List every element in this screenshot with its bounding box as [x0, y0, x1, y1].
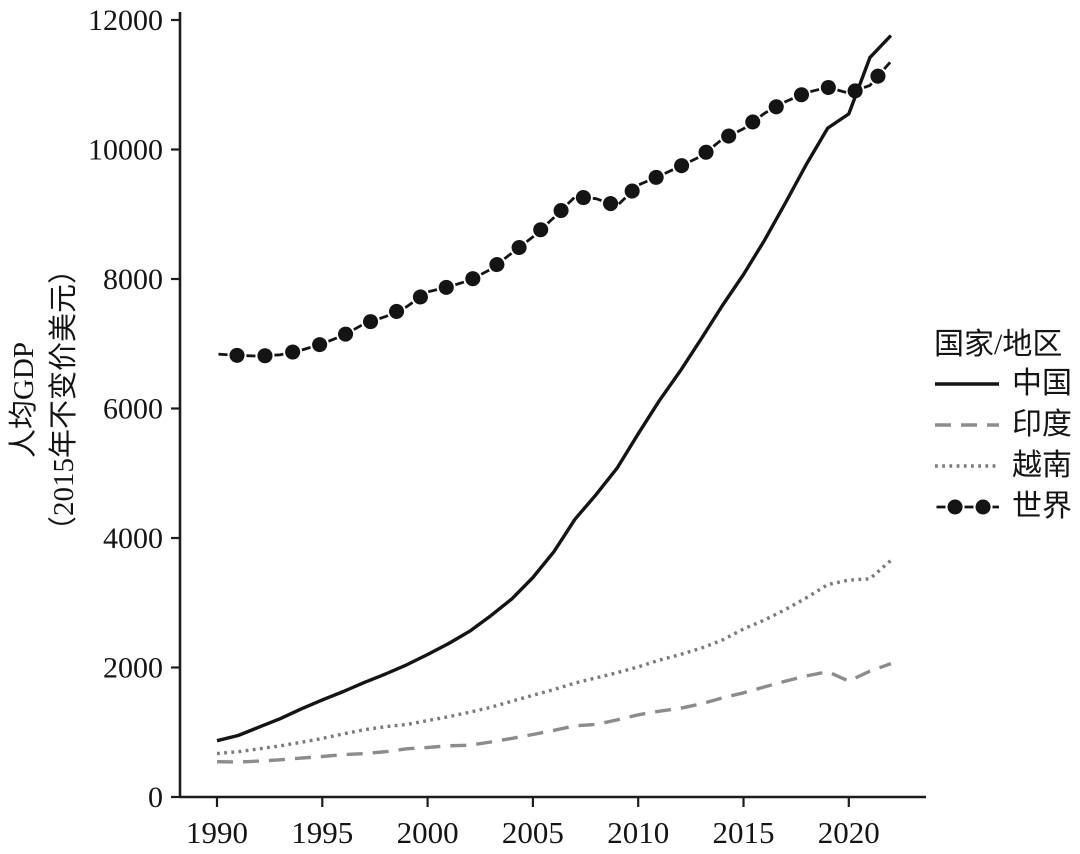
y-tick-label: 12000	[88, 4, 163, 37]
legend-label-china: 中国	[1012, 367, 1072, 400]
y-tick-label: 10000	[88, 134, 163, 167]
y-tick-label: 0	[148, 781, 163, 814]
legend-item-china: 中国	[934, 364, 1072, 404]
series-line-china	[216, 34, 893, 743]
legend-label-india: 印度	[1012, 408, 1072, 441]
series-line-india	[216, 661, 892, 764]
x-tick-label: 2005	[502, 815, 564, 850]
x-tick-label: 1995	[291, 815, 353, 850]
legend-item-world: 世界	[934, 487, 1072, 527]
legend-swatch-china	[935, 382, 999, 386]
legend-swatch-vietnam	[935, 464, 999, 468]
series-line-world	[216, 60, 892, 358]
y-tick-label: 8000	[103, 263, 163, 296]
legend-swatch-world	[934, 499, 1000, 515]
x-tick-label: 2000	[397, 815, 459, 850]
legend-swatch-india	[935, 423, 999, 427]
y-axis-title-line1: 人均GDP	[8, 341, 40, 459]
y-tick-label: 6000	[103, 393, 163, 426]
legend-label-vietnam: 越南	[1012, 449, 1072, 482]
y-axis-title: 人均GDP （2015年不变价美元）	[4, 255, 84, 545]
x-tick-label: 2015	[713, 815, 775, 850]
legend-items: 中国 印度 越南 世界	[934, 364, 1072, 527]
x-tick-label: 2020	[818, 815, 880, 850]
legend: 国家/地区 中国印度越南世界	[934, 330, 1072, 528]
legend-item-india: 印度	[934, 405, 1072, 445]
y-tick-label: 2000	[103, 652, 163, 685]
y-tick-label: 4000	[103, 522, 163, 555]
x-tick-label: 2010	[607, 815, 669, 850]
legend-title: 国家/地区	[934, 328, 1063, 361]
series-line-vietnam	[216, 559, 893, 756]
legend-item-vietnam: 越南	[934, 446, 1072, 486]
y-axis-title-line2: （2015年不变价美元）	[48, 254, 80, 546]
legend-label-world: 世界	[1012, 490, 1072, 523]
series-line-world-dots	[209, 53, 899, 364]
x-tick-label: 1990	[186, 815, 248, 850]
